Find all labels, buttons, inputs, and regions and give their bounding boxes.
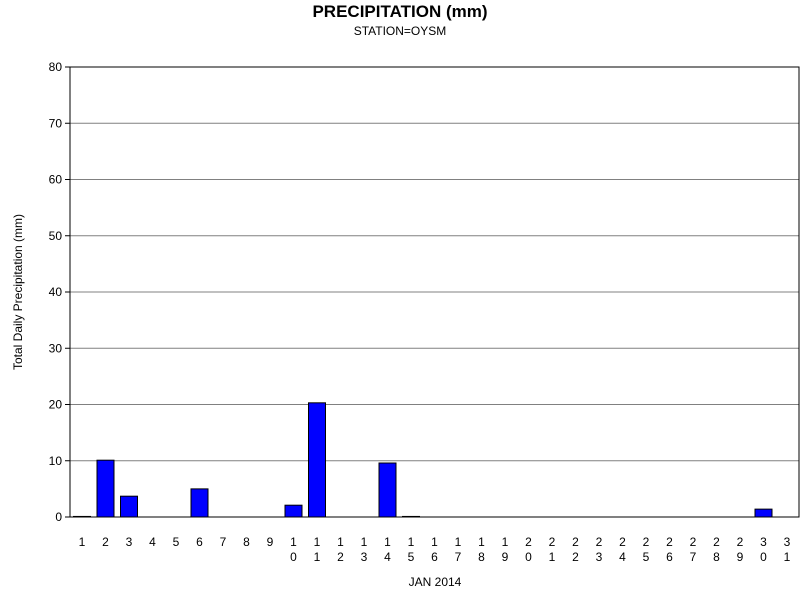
y-axis-ticks: 0 10 20 30 40 50 60 70 80 [49,60,70,524]
y-tick-label: 0 [55,510,62,524]
x-axis-label: JAN 2014 [409,575,462,589]
bar-day-30 [754,508,773,518]
y-tick-label: 40 [49,285,63,299]
y-tick-label: 10 [49,454,63,468]
chart-title: PRECIPITATION (mm) [312,2,487,21]
y-tick-label: 20 [49,398,63,412]
x-tick-label: 7 [220,535,227,549]
y-tick-label: 60 [49,173,63,187]
y-axis-label: Total Daily Precipitation (mm) [11,214,25,370]
y-tick-label: 70 [49,116,63,130]
x-axis-ticks: 1 2 3 4 5 6 7 8 9 1 01 11 21 31 41 51 61 71 81 92 02 12 22 32 42… [79,535,791,564]
bar-day-10 [284,504,303,518]
x-tick-label: 8 [243,535,250,549]
y-tick-label: 30 [49,341,63,355]
x-tick-label: 9 [267,535,274,549]
x-tick-label: 4 [149,535,156,549]
bar-day-14 [378,462,397,518]
bar-day-11 [308,402,326,518]
x-tick-label: 6 [196,535,203,549]
x-tick-label: 3 [126,535,133,549]
y-tick-label: 80 [49,60,63,74]
bars [73,402,773,518]
bar-day-2 [96,459,115,518]
x-tick-label: 2 [102,535,109,549]
bar-day-6 [190,488,209,518]
y-tick-label: 50 [49,229,63,243]
grid-lines [70,66,799,462]
chart-subtitle: STATION=OYSM [354,24,447,38]
x-tick-label: 1 [79,535,86,549]
bar-day-3 [120,495,138,518]
x-tick-label: 5 [173,535,180,549]
